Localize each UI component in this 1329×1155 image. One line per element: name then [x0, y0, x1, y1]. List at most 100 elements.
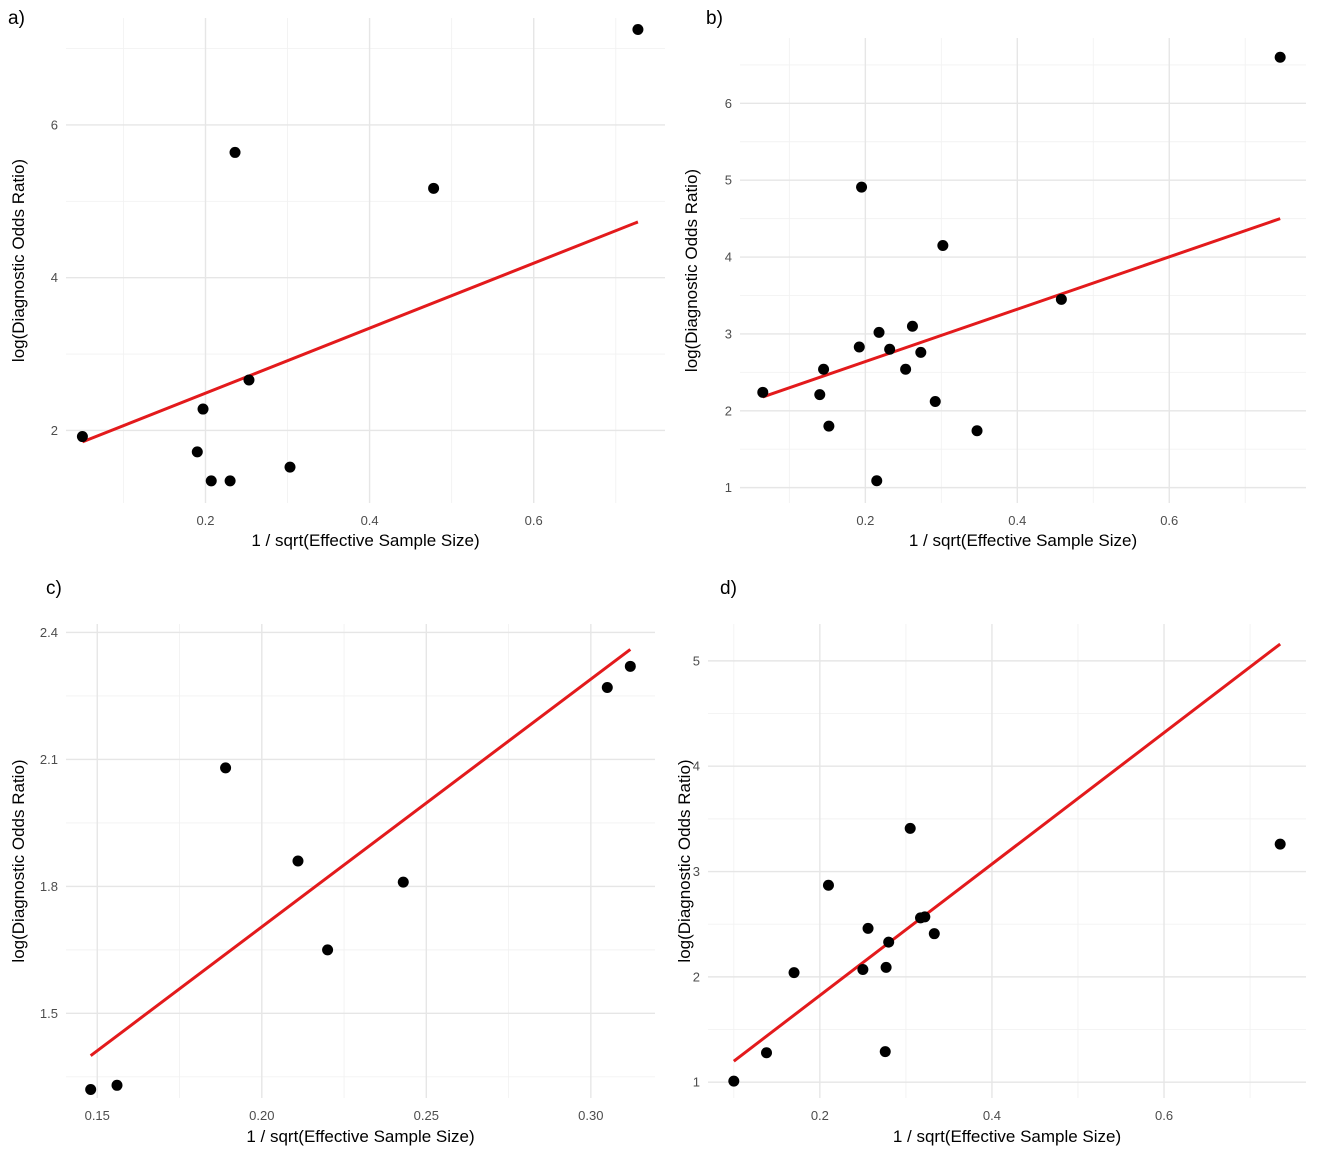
scatter-point: [197, 403, 209, 415]
fit-line: [732, 642, 1282, 1063]
scatter-point: [856, 181, 868, 193]
panel-tag: b): [706, 8, 723, 29]
scatter-point: [928, 928, 940, 940]
y-tick-label: 2.1: [40, 752, 58, 767]
x-tick-label: 0.15: [85, 1108, 110, 1123]
scatter-point: [220, 762, 232, 774]
y-tick-label: 2: [725, 403, 732, 418]
scatter-point: [284, 461, 296, 473]
y-tick-label: 1.8: [40, 879, 58, 894]
scatter-point: [761, 1047, 773, 1059]
y-tick-label: 3: [693, 864, 700, 879]
x-tick-label: 0.4: [983, 1108, 1001, 1123]
scatter-point: [900, 363, 912, 375]
scatter-point: [818, 363, 830, 375]
x-tick-label: 0.30: [578, 1108, 603, 1123]
y-tick-label: 4: [725, 250, 732, 265]
scatter-point: [292, 855, 304, 867]
chart-panel-2: 0.2 0.4 0.6 1 2 3 4 5 6 1 / sqrt(Effective Sample…: [682, 8, 1306, 550]
scatter-point: [937, 240, 949, 252]
chart-panel-4: 0.2 0.4 0.6 1 2 3 4 5 1 / sqrt(Effective Sample …: [675, 578, 1306, 1146]
scatter-point: [757, 386, 769, 398]
scatter-point: [971, 425, 983, 437]
scatter-point: [904, 822, 916, 834]
chart-panel-1: 0.2 0.4 0.6 2 4 6 1 / sqrt(Effective Sample Si…: [8, 8, 665, 550]
scatter-point: [322, 944, 334, 956]
x-axis-title: 1 / sqrt(Effective Sample Size): [251, 531, 479, 550]
scatter-point: [85, 1084, 97, 1096]
scatter-point: [883, 936, 895, 948]
panel-tag: a): [8, 8, 25, 29]
fit-line: [762, 217, 1281, 399]
x-axis-title: 1 / sqrt(Effective Sample Size): [909, 531, 1137, 550]
scatter-point: [76, 431, 88, 443]
scatter-point: [205, 475, 217, 487]
scatter-point: [862, 922, 874, 934]
y-tick-label: 2: [693, 969, 700, 984]
scatter-point: [428, 182, 440, 194]
scatter-point: [624, 660, 636, 672]
y-tick-label: 1: [693, 1075, 700, 1090]
scatter-point: [728, 1075, 740, 1087]
chart-panel-3: 0.15 0.20 0.25 0.30 1.5 1.8 2.1 2.4 1 / sqrt(Eff…: [9, 578, 655, 1146]
fit-line: [81, 220, 639, 444]
y-tick-label: 1.5: [40, 1006, 58, 1021]
scatter-point: [1274, 51, 1286, 63]
scatter-point: [632, 23, 644, 35]
x-axis-title: 1 / sqrt(Effective Sample Size): [246, 1127, 474, 1146]
x-axis-title: 1 / sqrt(Effective Sample Size): [893, 1127, 1121, 1146]
scatter-point: [601, 681, 613, 693]
y-tick-label: 6: [51, 117, 58, 132]
y-tick-label: 4: [51, 270, 58, 285]
x-tick-label: 0.20: [249, 1108, 274, 1123]
x-tick-label: 0.6: [525, 513, 543, 528]
scatter-point: [814, 389, 826, 401]
x-tick-label: 0.2: [196, 513, 214, 528]
y-axis-title: log(Diagnostic Odds Ratio): [682, 169, 701, 372]
x-tick-label: 0.2: [856, 513, 874, 528]
x-tick-label: 0.25: [414, 1108, 439, 1123]
scatter-point: [823, 420, 835, 432]
x-tick-label: 0.6: [1155, 1108, 1173, 1123]
scatter-point: [884, 343, 896, 355]
scatter-point: [919, 911, 931, 923]
y-axis-title: log(Diagnostic Odds Ratio): [9, 759, 28, 962]
y-tick-label: 5: [693, 653, 700, 668]
scatter-point: [243, 374, 255, 386]
y-tick-label: 6: [725, 96, 732, 111]
scatter-point: [906, 320, 918, 332]
scatter-point: [915, 346, 927, 358]
y-tick-label: 4: [693, 759, 700, 774]
y-axis-title: log(Diagnostic Odds Ratio): [675, 759, 694, 962]
scatter-point: [880, 961, 892, 973]
scatter-point: [853, 341, 865, 353]
scatter-point: [929, 396, 941, 408]
scatter-point: [873, 326, 885, 338]
scatter-point: [229, 146, 241, 158]
x-tick-label: 0.2: [811, 1108, 829, 1123]
scatter-point: [191, 446, 203, 458]
scatter-point: [1055, 293, 1067, 305]
panel-tag: c): [46, 578, 62, 599]
scatter-point: [822, 879, 834, 891]
scatter-point: [871, 475, 883, 487]
y-tick-label: 1: [725, 480, 732, 495]
scatter-point: [879, 1046, 891, 1058]
scatter-point: [397, 876, 409, 888]
scatter-point: [224, 475, 236, 487]
y-tick-label: 3: [725, 326, 732, 341]
y-tick-label: 2.4: [40, 625, 58, 640]
y-tick-label: 5: [725, 173, 732, 188]
x-tick-label: 0.6: [1160, 513, 1178, 528]
scatter-point: [1274, 838, 1286, 850]
y-axis-title: log(Diagnostic Odds Ratio): [9, 159, 28, 362]
x-tick-label: 0.4: [1008, 513, 1026, 528]
panel-tag: d): [720, 578, 737, 599]
fit-line: [89, 648, 632, 1057]
x-tick-label: 0.4: [361, 513, 379, 528]
scatter-point: [788, 967, 800, 979]
scatter-point: [857, 963, 869, 975]
y-tick-label: 2: [51, 423, 58, 438]
scatter-point: [111, 1079, 123, 1091]
